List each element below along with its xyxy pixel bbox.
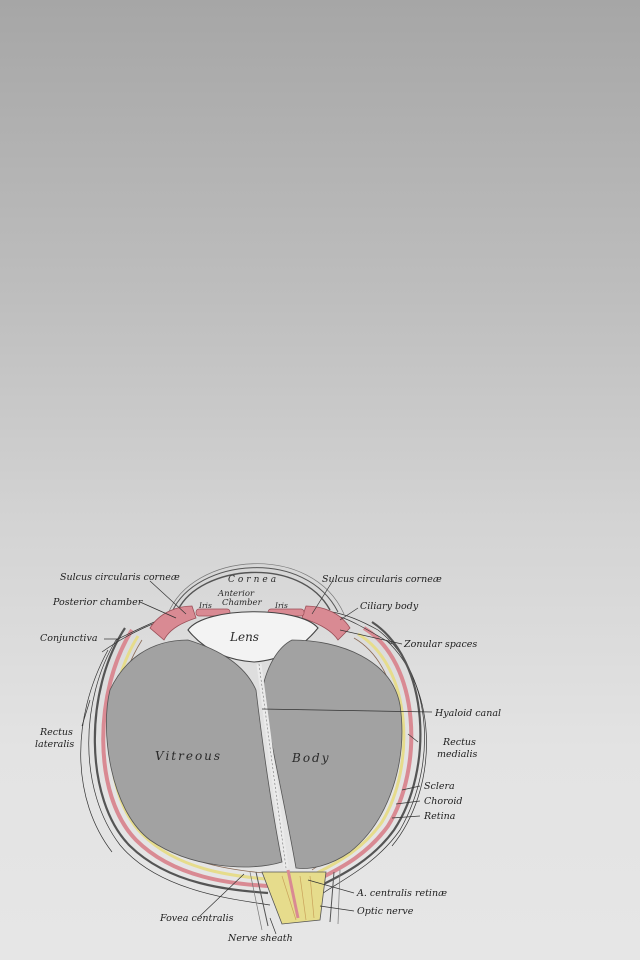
label-posterior-chamber: Posterior chamber (52, 597, 144, 608)
label-sulcus-circularis-left: Sulcus circularis corneæ (60, 572, 180, 583)
cornea (167, 563, 345, 615)
label-rectus-lateralis-1: Rectus (39, 727, 73, 738)
lens-label: Lens (229, 630, 259, 644)
iris-ciliary-left (149, 605, 231, 641)
label-optic-nerve: Optic nerve (357, 906, 414, 917)
body-label: Body (291, 751, 331, 765)
label-ciliary-body: Ciliary body (360, 601, 419, 612)
chamber-label: Chamber (222, 598, 263, 608)
vitreous-label: Vitreous (155, 749, 222, 763)
iris-right-label: Iris (274, 601, 288, 610)
label-fovea-centralis: Fovea centralis (159, 913, 234, 924)
label-zonular-spaces: Zonular spaces (403, 639, 477, 650)
label-rectus-lateralis-2: lateralis (35, 739, 74, 750)
label-sulcus-circularis-right: Sulcus circularis corneæ (322, 574, 442, 585)
iris-left-label: Iris (198, 601, 212, 610)
anterior-label: Anterior (217, 589, 255, 599)
optic-nerve (249, 869, 341, 931)
label-a-centralis-retinae: A. centralis retinæ (356, 888, 447, 899)
cornea-label: Cornea (228, 575, 279, 585)
vitreous-left (106, 639, 283, 868)
label-hyaloid-canal: Hyaloid canal (434, 708, 501, 719)
leader-lines (81, 580, 433, 935)
label-retina: Retina (423, 811, 456, 822)
label-rectus-medialis-1: Rectus (442, 737, 476, 748)
label-sclera: Sclera (424, 781, 455, 792)
label-conjunctiva: Conjunctiva (40, 633, 98, 644)
label-rectus-medialis-2: medialis (437, 749, 477, 760)
label-choroid: Choroid (424, 796, 463, 807)
choroid-layer (101, 628, 269, 888)
label-nerve-sheath: Nerve sheath (227, 933, 293, 944)
